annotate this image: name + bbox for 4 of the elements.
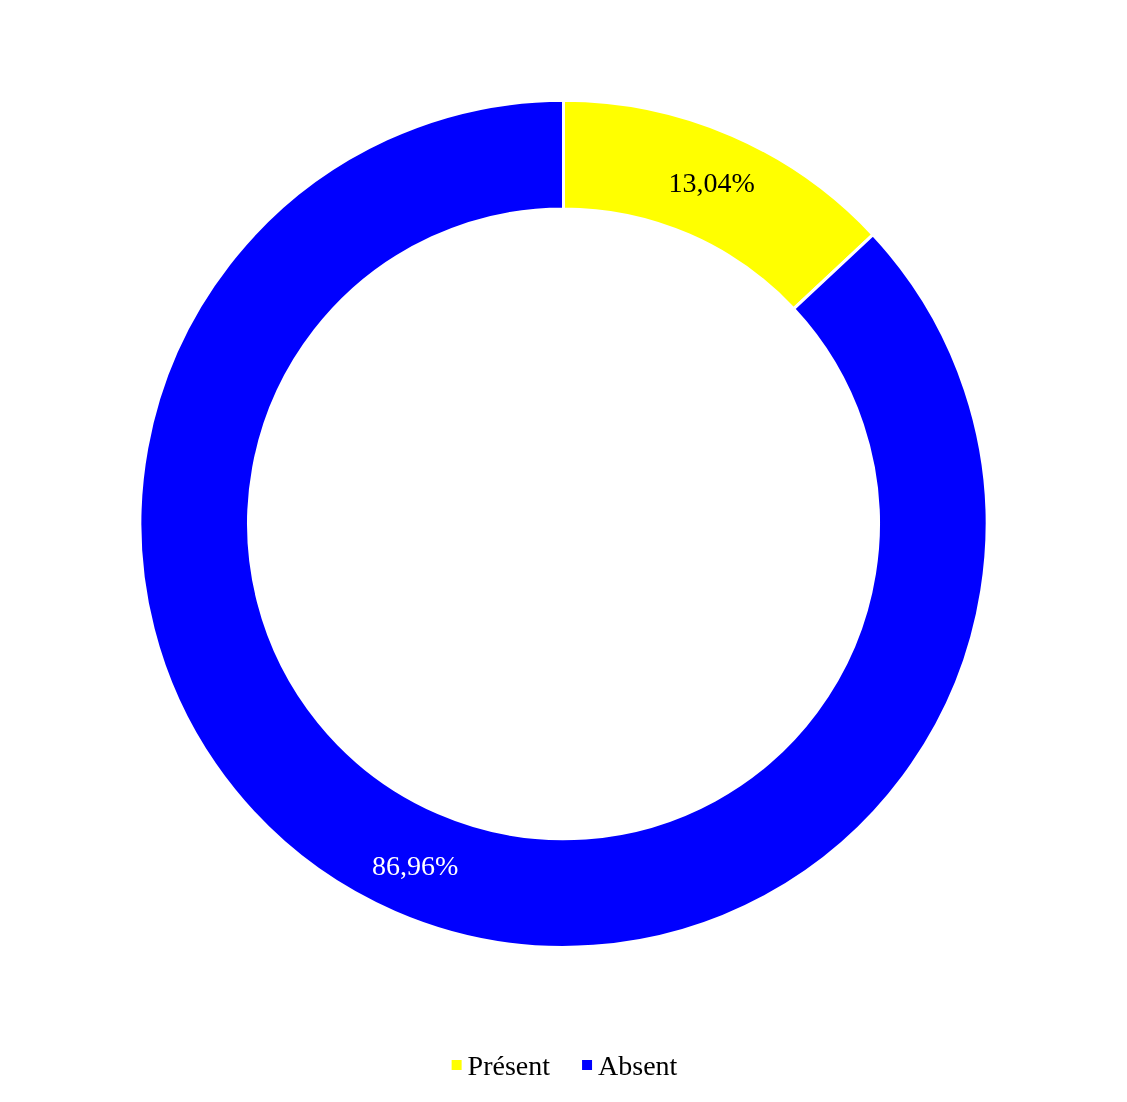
data-label: 13,04% xyxy=(668,166,755,198)
data-label: 86,96% xyxy=(372,849,459,881)
legend-label: Absent xyxy=(598,1049,678,1081)
legend-label: Présent xyxy=(467,1049,551,1081)
